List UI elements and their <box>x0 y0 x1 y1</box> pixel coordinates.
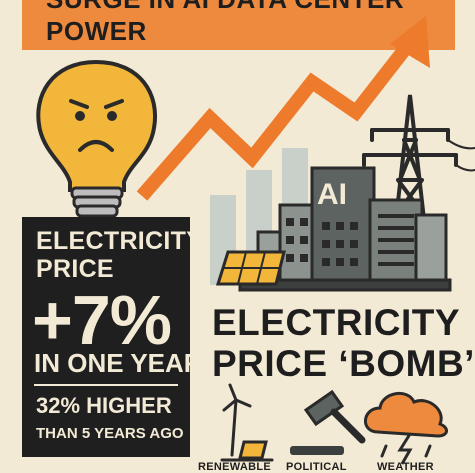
sad-lightbulb-icon <box>36 59 157 226</box>
stat-period: IN ONE YEAR <box>34 348 203 378</box>
rising-arrow-icon <box>136 16 430 201</box>
factor-label-renewable: RENEWABLE <box>198 461 271 473</box>
title-line-2: POWER <box>46 16 147 46</box>
price-stat-box: ELECTRICITY PRICE +7% IN ONE YEAR 32% HI… <box>22 217 203 457</box>
title-line-1: SURGE IN AI DATA CENTER <box>46 0 404 12</box>
stat-label-line-1: ELECTRICITY <box>36 227 204 255</box>
price-increase-value: +7% <box>32 281 172 359</box>
wind-solar-icon <box>220 383 274 462</box>
stat-label-line-2: PRICE <box>36 255 114 283</box>
title-banner: SURGE IN AI DATA CENTER POWER <box>22 0 455 50</box>
stat-higher: 32% HIGHER <box>36 393 172 418</box>
factor-label-political: POLITICAL <box>286 461 347 473</box>
gavel-icon <box>290 389 366 455</box>
storm-cloud-icon <box>364 392 448 465</box>
divider <box>34 384 178 386</box>
ai-building-sign: AI <box>317 178 347 211</box>
factor-label-weather: WEATHER <box>377 461 434 473</box>
solar-panel-icon <box>215 250 286 286</box>
headline-line-1: ELECTRICITY <box>212 302 461 343</box>
headline-line-2: PRICE ‘BOMB’ <box>212 343 475 384</box>
stat-comparison: THAN 5 YEARS AGO <box>36 425 184 442</box>
